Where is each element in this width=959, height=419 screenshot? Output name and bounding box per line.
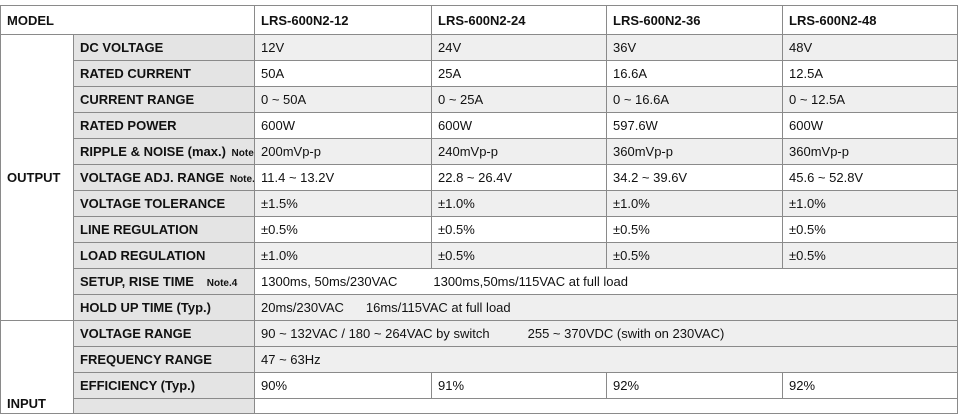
table-cell: ±1.0%	[606, 190, 784, 217]
table-cell: ±0.5%	[782, 242, 959, 269]
table-cell: 92%	[606, 372, 784, 399]
table-cell: 0 ~ 50A	[254, 86, 433, 113]
value-part-a: 1300ms, 50ms/230VAC	[261, 274, 398, 289]
param-label: EFFICIENCY (Typ.)	[72, 372, 256, 399]
table-cell-span: 47 ~ 63Hz	[254, 346, 959, 373]
table-cell: ±1.0%	[782, 190, 959, 217]
row-frequency-range: FREQUENCY RANGE 47 ~ 63Hz	[1, 346, 959, 373]
table-cell: ±0.5%	[431, 242, 608, 269]
table-cell-span: 20ms/230VAC 16ms/115VAC at full load	[254, 294, 959, 321]
value-part-a: 20ms/230VAC	[261, 300, 344, 315]
note-ref: Note.2	[231, 148, 254, 159]
param-label-cut	[72, 398, 256, 414]
param-label: CURRENT RANGE	[72, 86, 256, 113]
row-voltage-range: INPUT VOLTAGE RANGE 90 ~ 132VAC / 180 ~ …	[0, 320, 959, 414]
param-label: SETUP, RISE TIME Note.4	[72, 268, 256, 295]
param-label: VOLTAGE ADJ. RANGE Note.3	[72, 164, 256, 191]
value-part-b: 1300ms,50ms/115VAC at full load	[433, 274, 628, 289]
table-cell: 34.2 ~ 39.6V	[606, 164, 784, 191]
table-cell: 92%	[782, 372, 959, 399]
section-input-label: INPUT	[0, 320, 74, 414]
model-label: MODEL	[0, 5, 256, 35]
param-label: RATED CURRENT	[72, 60, 256, 87]
value-part-b: 255 ~ 370VDC (swith on 230VAC)	[527, 326, 725, 341]
row-rated-power: RATED POWER 600W 600W 597.6W 600W	[1, 112, 959, 139]
row-hold-up-time: HOLD UP TIME (Typ.) 20ms/230VAC 16ms/115V…	[1, 294, 959, 321]
param-label-text: VOLTAGE ADJ. RANGE	[80, 170, 225, 185]
table-cell-span: 1300ms, 50ms/230VAC 1300ms,50ms/115VAC at…	[254, 268, 959, 295]
row-cut-off	[1, 398, 959, 414]
param-label-text: SETUP, RISE TIME	[80, 274, 194, 289]
row-setup-rise-time: SETUP, RISE TIME Note.4 1300ms, 50ms/230…	[1, 268, 959, 295]
table-cell: 22.8 ~ 26.4V	[431, 164, 608, 191]
value-part-b: 16ms/115VAC at full load	[365, 300, 511, 315]
table-cell: ±0.5%	[782, 216, 959, 243]
table-cell: 16.6A	[606, 60, 784, 87]
section-output-label: OUTPUT	[0, 34, 74, 321]
param-label: LOAD REGULATION	[72, 242, 256, 269]
table-cell: 597.6W	[606, 112, 784, 139]
table-cell: 200mVp-p	[254, 138, 433, 165]
table-cell: ±0.5%	[606, 216, 784, 243]
row-voltage-adj-range: VOLTAGE ADJ. RANGE Note.3 11.4 ~ 13.2V 2…	[1, 164, 959, 191]
table-cell: 360mVp-p	[606, 138, 784, 165]
table-cell: ±0.5%	[254, 216, 433, 243]
table-cell: 600W	[431, 112, 608, 139]
table-cell-cut	[254, 398, 959, 414]
table-cell: 25A	[431, 60, 608, 87]
table-cell: 0 ~ 25A	[431, 86, 608, 113]
table-cell: 0 ~ 12.5A	[782, 86, 959, 113]
param-label: FREQUENCY RANGE	[72, 346, 256, 373]
table-cell: 12V	[254, 34, 433, 61]
row-rated-current: RATED CURRENT 50A 25A 16.6A 12.5A	[1, 60, 959, 87]
spec-table: MODEL LRS-600N2-12 LRS-600N2-24 LRS-600N…	[0, 5, 959, 414]
table-cell: ±1.0%	[431, 190, 608, 217]
param-label: RATED POWER	[72, 112, 256, 139]
param-label: LINE REGULATION	[72, 216, 256, 243]
table-cell: ±0.5%	[606, 242, 784, 269]
header-row: MODEL LRS-600N2-12 LRS-600N2-24 LRS-600N…	[0, 5, 959, 35]
table-cell: 600W	[254, 112, 433, 139]
model-header-3: LRS-600N2-36	[606, 5, 784, 35]
param-label: RIPPLE & NOISE (max.) Note.2	[72, 138, 256, 165]
param-label: HOLD UP TIME (Typ.)	[72, 294, 256, 321]
table-cell: 240mVp-p	[431, 138, 608, 165]
table-cell: 600W	[782, 112, 959, 139]
param-label: DC VOLTAGE	[72, 34, 256, 61]
table-cell: 50A	[254, 60, 433, 87]
row-ripple-noise: RIPPLE & NOISE (max.) Note.2 200mVp-p 24…	[1, 138, 959, 165]
table-cell: 91%	[431, 372, 608, 399]
model-header-2: LRS-600N2-24	[431, 5, 608, 35]
table-cell: ±1.5%	[254, 190, 433, 217]
row-current-range: CURRENT RANGE 0 ~ 50A 0 ~ 25A 0 ~ 16.6A …	[1, 86, 959, 113]
row-voltage-tolerance: VOLTAGE TOLERANCE ±1.5% ±1.0% ±1.0% ±1.0…	[1, 190, 959, 217]
table-cell: 0 ~ 16.6A	[606, 86, 784, 113]
param-label: VOLTAGE TOLERANCE	[72, 190, 256, 217]
table-cell: 24V	[431, 34, 608, 61]
value-part-a: 90 ~ 132VAC / 180 ~ 264VAC by switch	[261, 326, 490, 341]
table-cell: ±1.0%	[254, 242, 433, 269]
note-ref: Note.3	[229, 174, 254, 185]
row-load-regulation: LOAD REGULATION ±1.0% ±0.5% ±0.5% ±0.5%	[1, 242, 959, 269]
row-efficiency: EFFICIENCY (Typ.) 90% 91% 92% 92%	[1, 372, 959, 399]
row-line-regulation: LINE REGULATION ±0.5% ±0.5% ±0.5% ±0.5%	[1, 216, 959, 243]
table-cell: 360mVp-p	[782, 138, 959, 165]
table-cell-span: 90 ~ 132VAC / 180 ~ 264VAC by switch 255 …	[254, 320, 959, 347]
note-ref: Note.4	[206, 278, 238, 289]
model-header-1: LRS-600N2-12	[254, 5, 433, 35]
table-cell: ±0.5%	[431, 216, 608, 243]
table-cell: 11.4 ~ 13.2V	[254, 164, 433, 191]
table-cell: 90%	[254, 372, 433, 399]
param-label: VOLTAGE RANGE	[72, 320, 256, 347]
table-cell: 48V	[782, 34, 959, 61]
table-cell: 12.5A	[782, 60, 959, 87]
table-cell: 36V	[606, 34, 784, 61]
table-cell: 45.6 ~ 52.8V	[782, 164, 959, 191]
row-dc-voltage: OUTPUT DC VOLTAGE 12V 24V 36V 48V	[0, 34, 959, 321]
model-header-4: LRS-600N2-48	[782, 5, 959, 35]
param-label-text: RIPPLE & NOISE (max.)	[80, 144, 226, 159]
